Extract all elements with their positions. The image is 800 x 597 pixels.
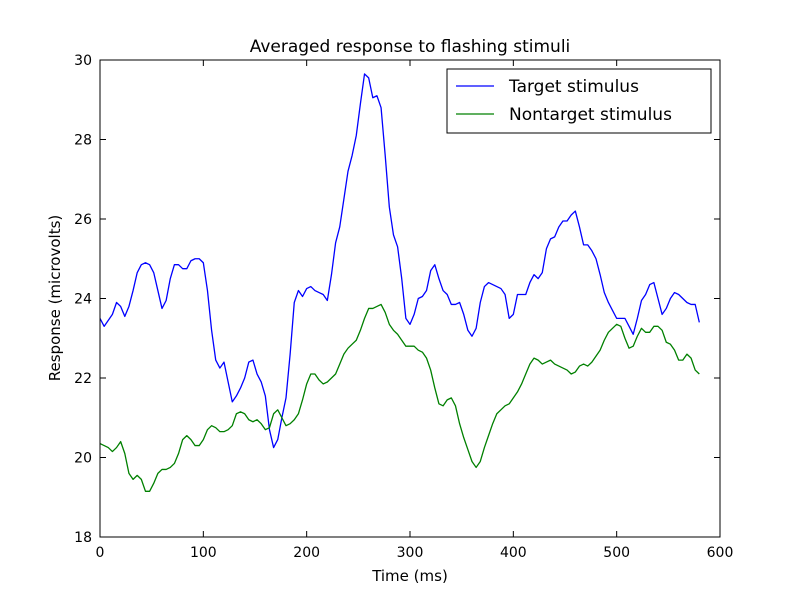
x-axis: 0 100 200 300 400 500 600 — [96, 60, 734, 561]
x-tick-label: 100 — [190, 545, 217, 561]
x-tick-label: 0 — [96, 545, 105, 561]
legend-label-target: Target stimulus — [508, 77, 639, 97]
x-axis-title: Time (ms) — [371, 567, 448, 585]
legend-box — [446, 68, 712, 134]
chart-title: Averaged response to flashing stimuli — [250, 37, 571, 57]
y-axis-title: Response (microvolts) — [46, 215, 64, 381]
y-tick-label: 20 — [74, 451, 92, 467]
x-tick-label: 300 — [397, 545, 424, 561]
series-layer — [100, 73, 700, 492]
y-tick-label: 28 — [74, 133, 92, 149]
y-tick-label: 22 — [74, 371, 92, 387]
y-tick-label: 26 — [74, 212, 92, 228]
series-line-nontarget — [100, 303, 700, 492]
y-tick-label: 24 — [74, 292, 92, 308]
y-axis: 18 20 22 24 26 28 30 — [74, 53, 720, 546]
x-tick-label: 600 — [707, 545, 734, 561]
x-tick-label: 500 — [603, 545, 630, 561]
legend: Target stimulus Nontarget stimulus — [446, 68, 712, 134]
legend-label-nontarget: Nontarget stimulus — [509, 105, 672, 125]
y-tick-label: 30 — [74, 53, 92, 69]
x-tick-label: 400 — [500, 545, 527, 561]
x-tick-label: 200 — [293, 545, 320, 561]
y-tick-label: 18 — [74, 530, 92, 546]
series-line-target — [100, 73, 700, 449]
